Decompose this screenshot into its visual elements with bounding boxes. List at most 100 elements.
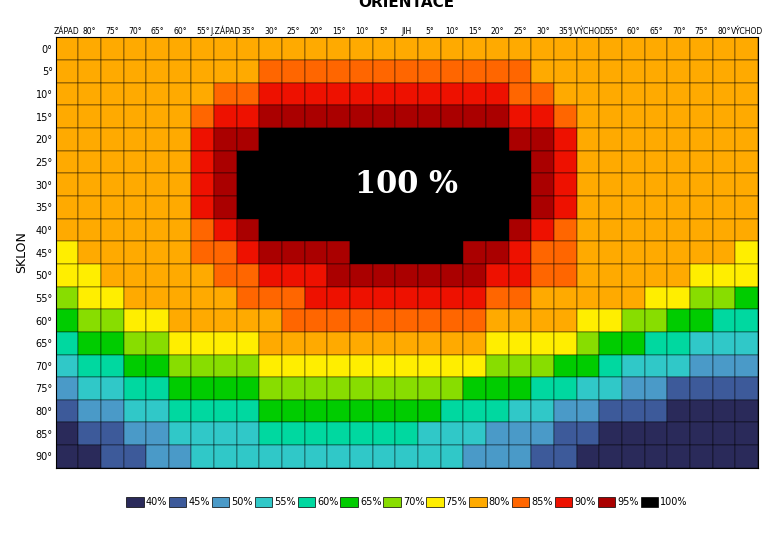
Bar (736, 105, 758, 128)
Bar (531, 264, 554, 287)
Bar (282, 422, 305, 445)
Bar (395, 128, 418, 151)
Bar (713, 151, 736, 173)
Bar (282, 264, 305, 287)
Bar (260, 332, 282, 355)
Bar (373, 60, 395, 83)
Bar (328, 196, 350, 218)
Bar (509, 287, 531, 309)
Bar (463, 264, 486, 287)
Bar (395, 400, 418, 422)
Bar (736, 173, 758, 196)
Bar (645, 60, 668, 83)
Bar (668, 355, 690, 377)
Bar (713, 445, 736, 468)
Bar (146, 241, 168, 264)
Bar (668, 309, 690, 332)
Bar (668, 173, 690, 196)
Bar (531, 309, 554, 332)
Bar (463, 105, 486, 128)
Bar (441, 355, 463, 377)
Bar (736, 400, 758, 422)
Bar (123, 83, 146, 105)
Bar (328, 37, 350, 60)
Bar (168, 60, 192, 83)
Bar (192, 309, 214, 332)
Bar (622, 218, 645, 241)
Bar (373, 400, 395, 422)
Bar (736, 196, 758, 218)
Bar (237, 287, 260, 309)
Bar (350, 264, 373, 287)
Bar (237, 309, 260, 332)
Bar (600, 151, 622, 173)
Bar (146, 60, 168, 83)
Bar (576, 445, 600, 468)
Bar (713, 128, 736, 151)
Bar (305, 309, 328, 332)
Bar (395, 332, 418, 355)
Bar (668, 445, 690, 468)
Bar (192, 377, 214, 400)
Bar (486, 151, 509, 173)
Bar (645, 400, 668, 422)
Bar (486, 332, 509, 355)
Bar (328, 309, 350, 332)
Bar (237, 400, 260, 422)
Bar (260, 128, 282, 151)
Bar (418, 445, 441, 468)
Bar (123, 60, 146, 83)
Bar (123, 105, 146, 128)
Bar (554, 355, 576, 377)
Bar (441, 173, 463, 196)
Bar (78, 60, 101, 83)
Bar (168, 422, 192, 445)
Bar (55, 377, 78, 400)
Bar (441, 241, 463, 264)
Bar (576, 241, 600, 264)
Bar (668, 218, 690, 241)
Bar (350, 445, 373, 468)
Bar (531, 355, 554, 377)
Bar (486, 309, 509, 332)
Bar (509, 37, 531, 60)
Bar (101, 128, 123, 151)
Bar (78, 377, 101, 400)
Bar (192, 37, 214, 60)
Bar (305, 37, 328, 60)
Bar (260, 60, 282, 83)
Bar (282, 218, 305, 241)
Bar (690, 241, 713, 264)
Bar (441, 264, 463, 287)
Bar (554, 377, 576, 400)
Bar (600, 196, 622, 218)
Bar (441, 105, 463, 128)
Bar (622, 445, 645, 468)
Bar (668, 83, 690, 105)
Bar (645, 83, 668, 105)
Bar (55, 151, 78, 173)
Bar (531, 37, 554, 60)
Bar (260, 445, 282, 468)
Bar (350, 422, 373, 445)
Bar (305, 287, 328, 309)
Bar (600, 105, 622, 128)
Bar (168, 196, 192, 218)
Bar (282, 37, 305, 60)
Bar (328, 377, 350, 400)
Bar (645, 241, 668, 264)
Bar (622, 37, 645, 60)
Bar (713, 37, 736, 60)
Bar (55, 332, 78, 355)
Bar (123, 241, 146, 264)
Bar (736, 377, 758, 400)
Bar (192, 196, 214, 218)
Bar (192, 422, 214, 445)
Bar (282, 287, 305, 309)
Bar (328, 264, 350, 287)
Bar (373, 355, 395, 377)
Bar (576, 37, 600, 60)
Bar (509, 218, 531, 241)
Bar (123, 196, 146, 218)
Bar (350, 105, 373, 128)
